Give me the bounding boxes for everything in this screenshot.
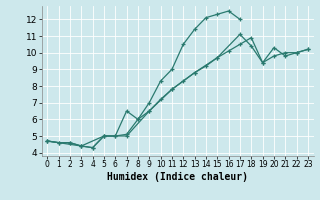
X-axis label: Humidex (Indice chaleur): Humidex (Indice chaleur) bbox=[107, 172, 248, 182]
